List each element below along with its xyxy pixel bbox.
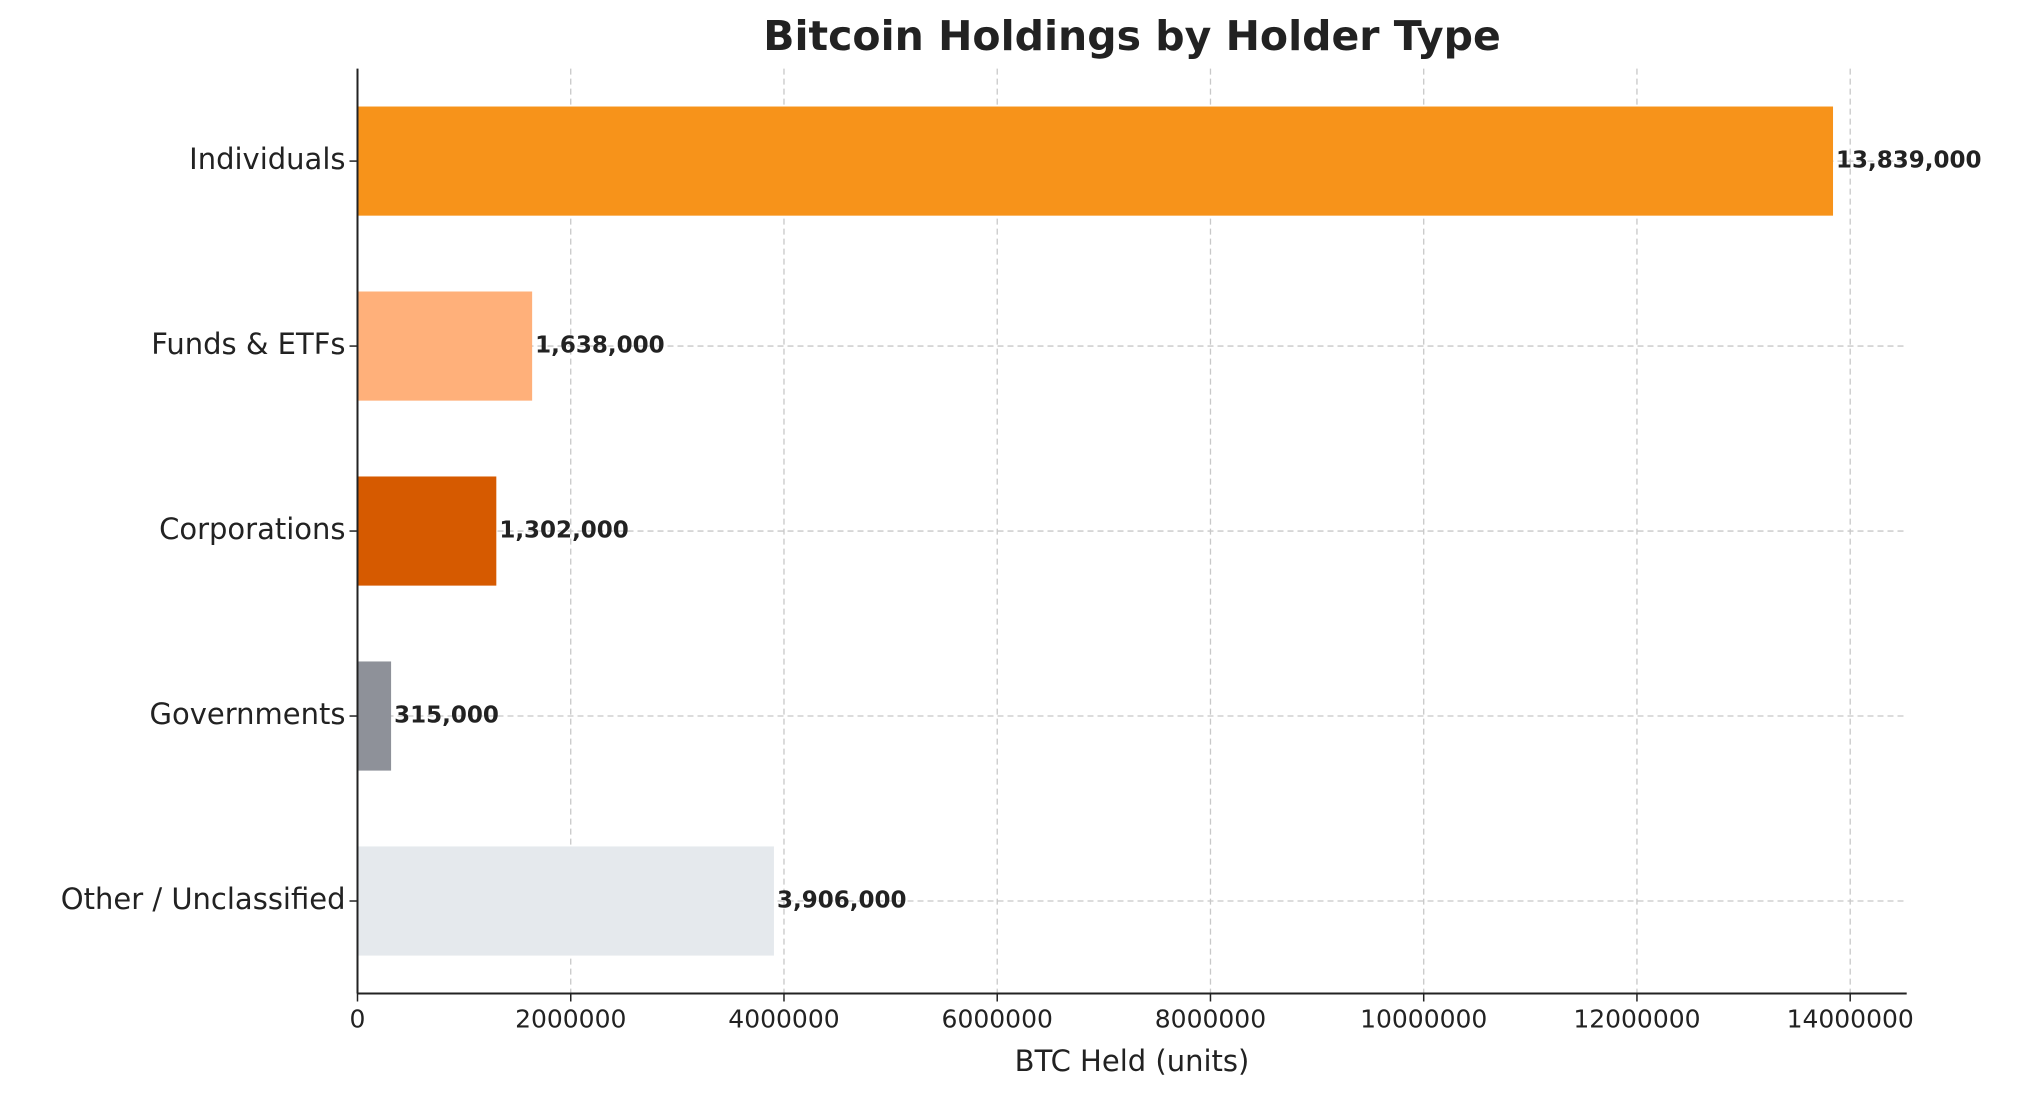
bar xyxy=(357,106,1834,216)
value-label: 3,906,000 xyxy=(777,888,907,914)
x-tick-label: 14000000 xyxy=(1787,1005,1914,1034)
value-label: 1,638,000 xyxy=(535,333,665,359)
bar xyxy=(357,846,774,956)
y-tick-label: Governments xyxy=(150,697,346,731)
x-tick-label: 2000000 xyxy=(515,1005,626,1034)
bar xyxy=(357,291,533,401)
x-tick-label: 6000000 xyxy=(942,1005,1053,1034)
y-tick-label: Other / Unclassified xyxy=(61,882,346,916)
x-tick-label: 10000000 xyxy=(1360,1005,1487,1034)
value-label: 1,302,000 xyxy=(499,518,629,544)
chart-title: Bitcoin Holdings by Holder Type xyxy=(763,12,1501,60)
x-tick-label: 0 xyxy=(350,1005,366,1034)
value-label: 13,839,000 xyxy=(1836,148,1982,174)
y-tick-label: Individuals xyxy=(189,142,345,176)
bar xyxy=(357,476,497,586)
y-tick-label: Corporations xyxy=(159,512,345,546)
x-tick-label: 8000000 xyxy=(1155,1005,1266,1034)
x-axis-label: BTC Held (units) xyxy=(1015,1044,1250,1078)
bar xyxy=(357,661,392,771)
y-tick-label: Funds & ETFs xyxy=(151,327,345,361)
value-label: 315,000 xyxy=(394,703,499,729)
x-tick-label: 12000000 xyxy=(1573,1005,1700,1034)
x-tick-label: 4000000 xyxy=(728,1005,839,1034)
